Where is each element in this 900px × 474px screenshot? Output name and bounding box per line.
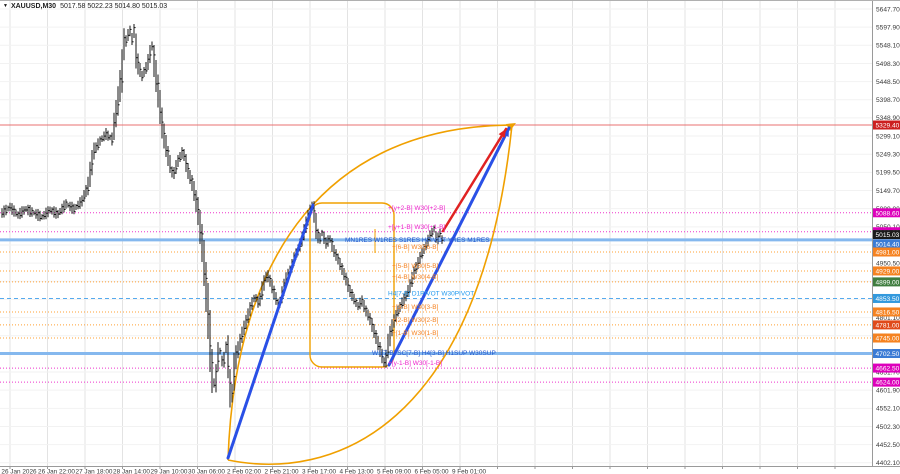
- axis-price-flag-text: 4745.00: [876, 336, 900, 343]
- ohlc-values: 5017.58 5022.23 5014.80 5015.03: [60, 3, 168, 10]
- price-axis-label: 5448.50: [876, 79, 900, 86]
- price-axis-label: 4950.50: [876, 260, 900, 267]
- time-axis-label: 29 Jan 10:00: [151, 469, 188, 474]
- time-axis-label: 4 Feb 13:00: [339, 469, 374, 474]
- price-axis-label: 5249.30: [876, 152, 900, 159]
- axis-price-flag-text: 5088.60: [876, 210, 900, 217]
- level-annotation-text: +[2-B] W30[2-B]: [392, 317, 439, 324]
- axis-price-flag-text: 4899.00: [876, 279, 900, 286]
- axis-price-flag: [873, 208, 900, 218]
- axis-price-flag-text: 4662.50: [876, 366, 900, 373]
- price-axis-label: 4502.30: [876, 424, 900, 431]
- leaf-lower-curve-drawing[interactable]: [227, 124, 513, 465]
- trend-arrow-line[interactable]: [387, 126, 511, 367]
- price-axis-label: 4402.10: [876, 460, 900, 467]
- level-annotation-text: +[3-B] W30[3-B]: [392, 304, 439, 311]
- time-axis-label: 6 Feb 05:00: [414, 469, 449, 474]
- time-axis[interactable]: [0, 466, 900, 474]
- price-axis-label: 4601.90: [876, 387, 900, 394]
- time-axis-label: 30 Jan 06:00: [188, 469, 225, 474]
- level-annotation-text: H4[7-B] D1PIVOT W30PIVOT: [388, 291, 474, 298]
- axis-price-flag: [873, 239, 900, 249]
- time-axis-label: 28 Jan 14:00: [113, 469, 150, 474]
- axis-price-flag: [873, 120, 900, 130]
- axis-price-flag: [873, 377, 900, 387]
- level-annotation-text: +[6-B] W30[6-B]: [392, 244, 439, 251]
- chart-title: ▼ XAUUSD,M30 5017.58 5022.23 5014.80 5015.…: [3, 3, 167, 10]
- level-annotation-text: +[y-1-B] W30[-1-B]: [388, 360, 442, 367]
- price-axis-label: 4801.10: [876, 315, 900, 322]
- axis-price-flag: [873, 349, 900, 359]
- time-axis-label: 27 Jan 18:00: [76, 469, 113, 474]
- price-axis-label: 4552.10: [876, 406, 900, 413]
- time-axis-label: 26 Jan 2026: [1, 469, 37, 474]
- axis-price-flag-text: 5329.40: [876, 123, 900, 130]
- axis-price-flag: [873, 320, 900, 330]
- price-bars: [1, 24, 444, 408]
- trend-arrow-line[interactable]: [441, 127, 508, 233]
- axis-price-flag-text: 4853.50: [876, 296, 900, 303]
- time-axis-label: 2 Feb 02:00: [227, 469, 262, 474]
- time-axis-label: 9 Feb 01:00: [452, 469, 487, 474]
- axis-price-flag-text: 4781.00: [876, 322, 900, 329]
- price-axis-label: 5199.50: [876, 170, 900, 177]
- symbol-timeframe-label: XAUUSD,M30: [10, 3, 57, 10]
- level-annotation-text: MN1RES W1RES S1RES HPIVOT YRES M1RES: [345, 237, 490, 244]
- axis-price-flag: [873, 266, 900, 276]
- axis-price-flag: [873, 307, 900, 317]
- time-axis-label: 5 Feb 09:00: [377, 469, 412, 474]
- axis-price-flag: [873, 363, 900, 373]
- price-axis-label: 5498.30: [876, 61, 900, 68]
- price-axis-label: 5299.10: [876, 133, 900, 140]
- rounded-rectangle-drawing[interactable]: [309, 202, 395, 368]
- axis-price-flag: [873, 230, 900, 240]
- axis-price-flag-text: 5015.03: [876, 232, 900, 239]
- price-axis-label: 5548.10: [876, 43, 900, 50]
- axis-price-flag-text: 4981.00: [876, 250, 900, 257]
- time-axis-label: 2 Feb 21:00: [264, 469, 299, 474]
- price-axis-label: 5149.70: [876, 188, 900, 195]
- level-annotation-text: +[5-B] W30[5-B]: [392, 263, 439, 270]
- axis-price-flag-text: 4624.00: [876, 380, 900, 387]
- axis-price-flag-text: 4816.50: [876, 310, 900, 317]
- axis-price-flag: [873, 333, 900, 343]
- price-axis-label: 4452.50: [876, 442, 900, 449]
- leaf-upper-curve-drawing[interactable]: [227, 124, 513, 461]
- level-annotation-text: +[y+1-B] W30[+1-B]: [388, 224, 445, 231]
- axis-price-flag: [873, 277, 900, 287]
- level-annotation-text: +[4-B] W30[4-B]: [392, 274, 439, 281]
- price-axis-label: 5348.90: [876, 115, 900, 122]
- symbol-dropdown-icon[interactable]: ▼: [3, 3, 8, 9]
- axis-price-flag-text: 4702.50: [876, 351, 900, 358]
- level-annotation-text: +[1-B] W30[1-B]: [392, 330, 439, 337]
- trend-arrowhead-icon: [498, 129, 506, 138]
- level-annotation-text: +[y+2-B] W30[+2-B]: [388, 205, 445, 212]
- trend-line[interactable]: [226, 203, 315, 460]
- time-axis-label: 3 Feb 17:00: [302, 469, 337, 474]
- time-axis-label: 26 Jan 22:00: [38, 469, 75, 474]
- axis-price-flag-text: 5014.40: [876, 241, 900, 248]
- price-axis-label: 5647.70: [876, 6, 900, 13]
- price-axis-label: 4651.70: [876, 369, 900, 376]
- axis-price-flag-text: 4929.00: [876, 269, 900, 276]
- leaf-arrowhead-icon: [506, 123, 516, 131]
- axis-price-flag: [873, 247, 900, 257]
- price-axis-label: 5597.90: [876, 24, 900, 31]
- axis-price-flag: [873, 293, 900, 303]
- price-axis-label: 5398.70: [876, 97, 900, 104]
- level-annotation-text: W1[7-B] SC[7-B] H4[3-B] H1SUP W30SUP: [372, 350, 496, 357]
